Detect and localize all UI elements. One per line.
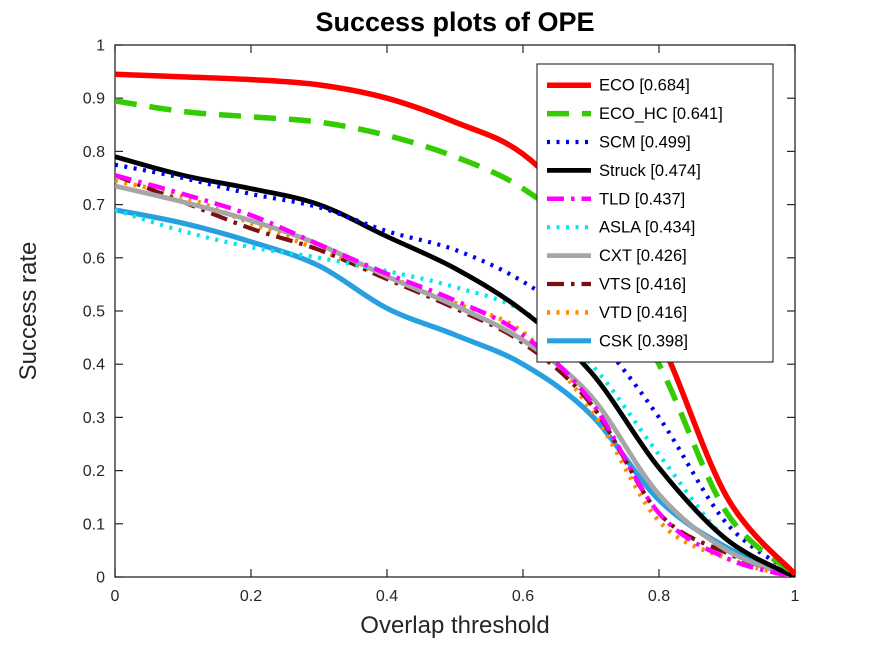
legend-item-ECO: ECO [0.684] — [547, 77, 690, 95]
y-tick-label: 0.6 — [83, 250, 105, 267]
legend-item-ASLA: ASLA [0.434] — [547, 219, 695, 237]
x-tick-label: 0.8 — [648, 588, 670, 605]
y-tick-label: 0.5 — [83, 304, 105, 321]
y-axis-label: Success rate — [15, 242, 42, 381]
legend-item-VTD: VTD [0.416] — [547, 304, 687, 322]
legend: ECO [0.684] ECO_HC [0.641] SCM [0.499] Stru… — [536, 63, 774, 363]
x-tick-label: 0.4 — [376, 588, 398, 605]
x-axis-label: Overlap threshold — [360, 612, 549, 639]
y-tick-label: 0.7 — [83, 197, 105, 214]
legend-label: SCM [0.499] — [599, 134, 691, 152]
legend-label: CXT [0.426] — [599, 247, 687, 265]
legend-item-Struck: Struck [0.474] — [547, 162, 701, 180]
legend-label: ASLA [0.434] — [599, 219, 695, 237]
curve-Struck — [115, 154, 795, 577]
y-tick-label: 0 — [96, 570, 105, 587]
curve-ECO — [115, 71, 795, 577]
chart-title: Success plots of OPE — [315, 7, 594, 37]
legend-item-VTS: VTS [0.416] — [547, 276, 686, 294]
legend-label: VTD [0.416] — [599, 304, 687, 322]
y-tick-label: 0.1 — [83, 516, 105, 533]
legend-item-TLD: TLD [0.437] — [547, 190, 685, 208]
curves-layer — [115, 71, 795, 577]
legend-label: Struck [0.474] — [599, 162, 701, 180]
x-tick-label: 0.6 — [512, 588, 534, 605]
y-tick-label: 1 — [96, 38, 105, 55]
curve-VTD — [115, 178, 795, 577]
plot-box — [114, 44, 796, 578]
x-tick-label: 0.2 — [240, 588, 262, 605]
curve-TLD — [115, 173, 795, 577]
y-tick-label: 0.9 — [83, 91, 105, 108]
curve-SCM — [115, 162, 795, 577]
y-tick-label: 0.4 — [83, 357, 105, 374]
legend-label: ECO [0.684] — [599, 77, 690, 95]
y-tick-label: 0.8 — [83, 144, 105, 161]
x-tick-label: 0 — [111, 588, 120, 605]
legend-item-CXT: CXT [0.426] — [547, 247, 687, 265]
legend-item-CSK: CSK [0.398] — [547, 332, 688, 350]
legend-item-ECO_HC: ECO_HC [0.641] — [547, 105, 723, 123]
y-tick-label: 0.2 — [83, 463, 105, 480]
legend-label: ECO_HC [0.641] — [599, 105, 723, 123]
axes: 0 0.2 0.4 0.6 0.8 1 0 0.1 0.2 0.3 0.4 0.5 0.6 0.7 0.8 0… — [83, 38, 800, 606]
legend-label: VTS [0.416] — [599, 276, 686, 294]
x-tick-label: 1 — [791, 588, 800, 605]
curve-CXT — [115, 183, 795, 577]
legend-item-SCM: SCM [0.499] — [547, 134, 691, 152]
y-tick-label: 0.3 — [83, 410, 105, 427]
legend-label: TLD [0.437] — [599, 190, 685, 208]
legend-label: CSK [0.398] — [599, 332, 688, 350]
